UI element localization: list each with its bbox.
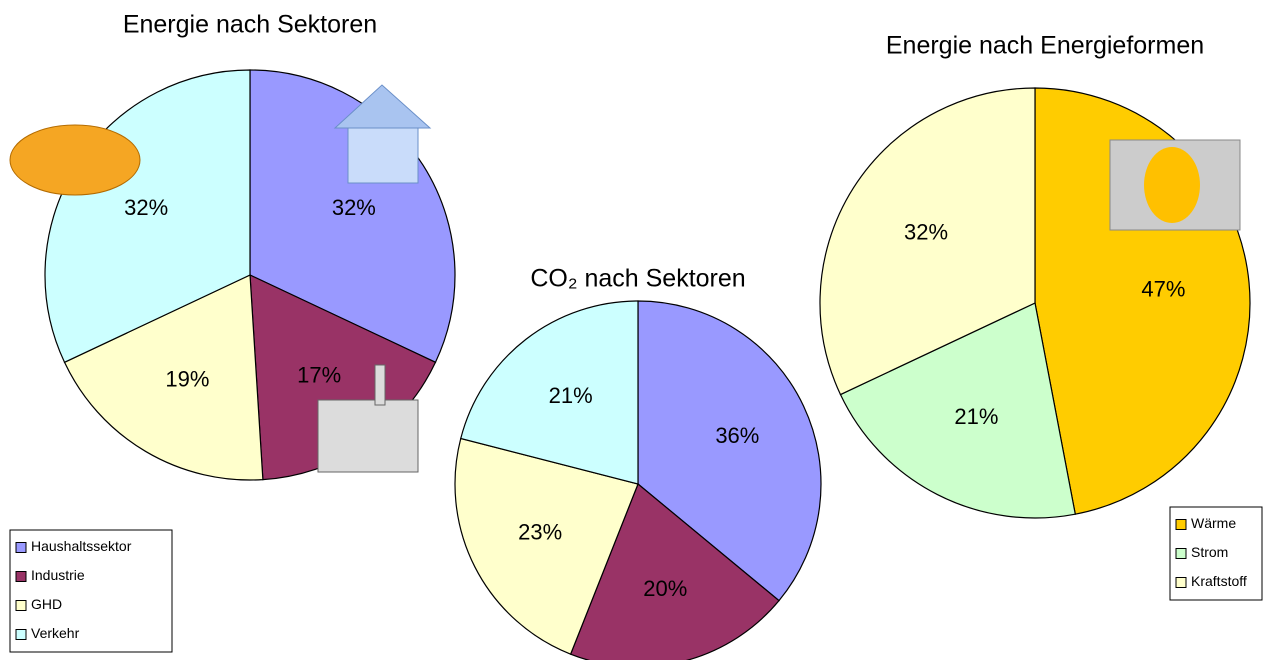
chart-title: CO₂ nach Sektoren	[530, 265, 745, 293]
legend-label: Verkehr	[31, 625, 80, 641]
factory-icon	[375, 365, 385, 405]
value-label: 47%	[1141, 277, 1185, 302]
value-label: 21%	[549, 383, 593, 408]
legend-swatch	[16, 572, 26, 582]
factory-icon	[318, 400, 418, 472]
heat-icon	[1144, 147, 1200, 223]
legend-label: GHD	[31, 596, 62, 612]
value-label: 19%	[165, 367, 209, 392]
legend-label: Kraftstoff	[1191, 573, 1247, 589]
legend-swatch	[1176, 520, 1186, 530]
value-label: 32%	[124, 195, 168, 220]
value-label: 32%	[904, 220, 948, 245]
value-label: 36%	[715, 423, 759, 448]
value-label: 17%	[297, 363, 341, 388]
value-label: 32%	[332, 195, 376, 220]
chart-title: Energie nach Sektoren	[123, 11, 377, 39]
chart-title: Energie nach Energieformen	[886, 32, 1204, 60]
house-icon	[348, 128, 418, 183]
car-icon	[10, 125, 140, 195]
legend-swatch	[1176, 549, 1186, 559]
legend-swatch	[1176, 578, 1186, 588]
value-label: 23%	[518, 520, 562, 545]
value-label: 20%	[643, 576, 687, 601]
legend-label: Haushaltssektor	[31, 538, 132, 554]
legend-label: Strom	[1191, 544, 1228, 560]
legend-label: Industrie	[31, 567, 85, 583]
legend-swatch	[16, 630, 26, 640]
value-label: 21%	[954, 404, 998, 429]
legend-swatch	[16, 601, 26, 611]
chart: 32% 17% 19% 32% Energie nach Sektoren Haushal…	[0, 0, 1268, 660]
legend-label: Wärme	[1191, 515, 1236, 531]
legend-swatch	[16, 543, 26, 553]
